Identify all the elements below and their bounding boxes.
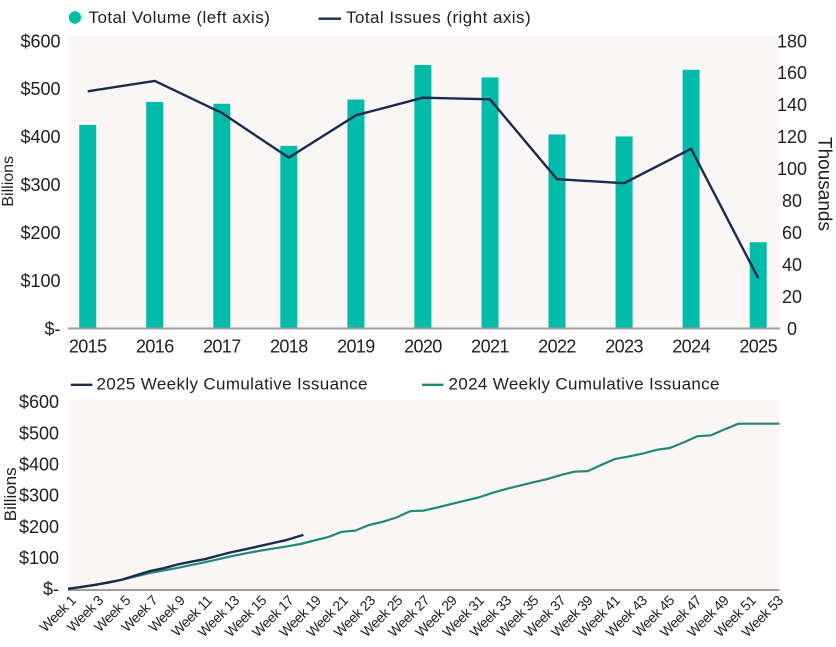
svg-text:2025: 2025 [739, 337, 777, 357]
svg-text:20: 20 [782, 287, 802, 307]
svg-text:$-: $- [44, 319, 60, 339]
svg-text:2018: 2018 [270, 337, 308, 357]
svg-text:$100: $100 [19, 548, 59, 568]
svg-text:$400: $400 [19, 455, 59, 475]
svg-text:2017: 2017 [203, 337, 241, 357]
svg-text:2021: 2021 [471, 337, 509, 357]
svg-text:$300: $300 [20, 175, 60, 195]
svg-text:120: 120 [777, 127, 807, 147]
svg-text:$600: $600 [19, 392, 59, 412]
svg-text:80: 80 [782, 191, 802, 211]
svg-text:Total Issues (right axis): Total Issues (right axis) [346, 8, 531, 27]
svg-text:2015: 2015 [69, 337, 107, 357]
svg-text:$200: $200 [19, 517, 59, 537]
svg-text:$500: $500 [19, 423, 59, 443]
svg-text:Billions: Billions [1, 467, 20, 521]
svg-text:0: 0 [787, 319, 797, 339]
svg-text:$300: $300 [19, 486, 59, 506]
svg-text:$500: $500 [20, 79, 60, 99]
svg-text:2024 Weekly Cumulative Issuanc: 2024 Weekly Cumulative Issuance [449, 375, 720, 394]
svg-text:40: 40 [782, 255, 802, 275]
svg-text:180: 180 [777, 31, 807, 51]
svg-text:2022: 2022 [538, 337, 576, 357]
svg-text:160: 160 [777, 63, 807, 83]
svg-text:$600: $600 [20, 31, 60, 51]
svg-text:2020: 2020 [404, 337, 442, 357]
svg-text:Total Volume (left axis): Total Volume (left axis) [89, 8, 271, 27]
svg-text:2023: 2023 [605, 337, 643, 357]
svg-text:$200: $200 [20, 223, 60, 243]
svg-text:2019: 2019 [337, 337, 375, 357]
svg-text:100: 100 [777, 159, 807, 179]
svg-text:Thousands: Thousands [814, 137, 835, 231]
svg-text:Billions: Billions [0, 156, 17, 207]
svg-text:$-: $- [43, 579, 59, 599]
svg-text:2016: 2016 [136, 337, 174, 357]
svg-text:2025 Weekly Cumulative Issuanc: 2025 Weekly Cumulative Issuance [97, 375, 368, 394]
svg-text:60: 60 [782, 223, 802, 243]
svg-text:$100: $100 [20, 271, 60, 291]
svg-text:2024: 2024 [672, 337, 710, 357]
svg-text:$400: $400 [20, 127, 60, 147]
svg-text:140: 140 [777, 95, 807, 115]
